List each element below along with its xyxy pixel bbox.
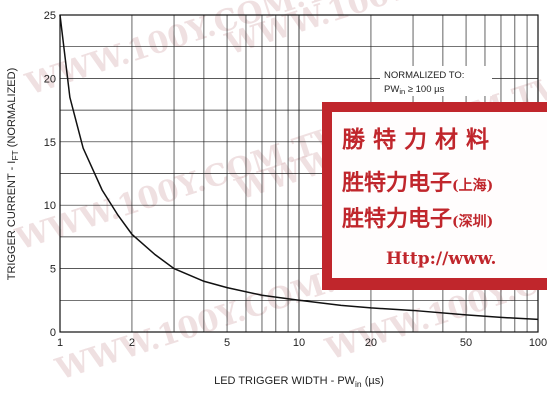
x-tick-label: 100 [529,337,547,349]
x-tick-label: 2 [129,337,135,349]
x-axis-title: LED TRIGGER WIDTH - PWin (µs) [214,375,384,389]
x-tick-label: 50 [460,337,472,349]
normalization-note: NORMALIZED TO: PWin ≥ 100 µs [380,66,492,96]
x-tick-label: 10 [293,337,305,349]
y-tick-label: 20 [44,73,56,85]
stamp-line1: 勝 特 力 材 料 [342,126,489,153]
y-tick-label: 10 [44,200,56,212]
y-tick-label: 25 [44,10,56,22]
note-line1: NORMALIZED TO: [384,70,464,81]
y-axis-title: TRIGGER CURRENT - IFT (NORMALIZED) [6,68,20,280]
x-tick-label: 1 [57,337,63,349]
y-tick-label: 0 [50,327,56,339]
series-line [59,14,539,321]
stamp-line2: 胜特力电子(上海) [342,170,493,196]
y-tick-label: 15 [44,137,56,149]
x-tick-label: 20 [365,337,377,349]
stamp-line3: 胜特力电子(深圳) [342,206,493,232]
stamp-url: Http://www. [386,249,496,269]
x-tick-labels: 1 2 5 10 20 50 100 [57,337,547,349]
y-tick-label: 5 [50,264,56,276]
x-tick-label: 5 [224,337,230,349]
note-line2: PWin ≥ 100 µs [384,84,445,96]
y-tick-labels: 0 5 10 15 20 25 [44,10,56,339]
company-stamp: 勝 特 力 材 料 胜特力电子(上海) 胜特力电子(深圳) Http://www… [322,102,547,290]
